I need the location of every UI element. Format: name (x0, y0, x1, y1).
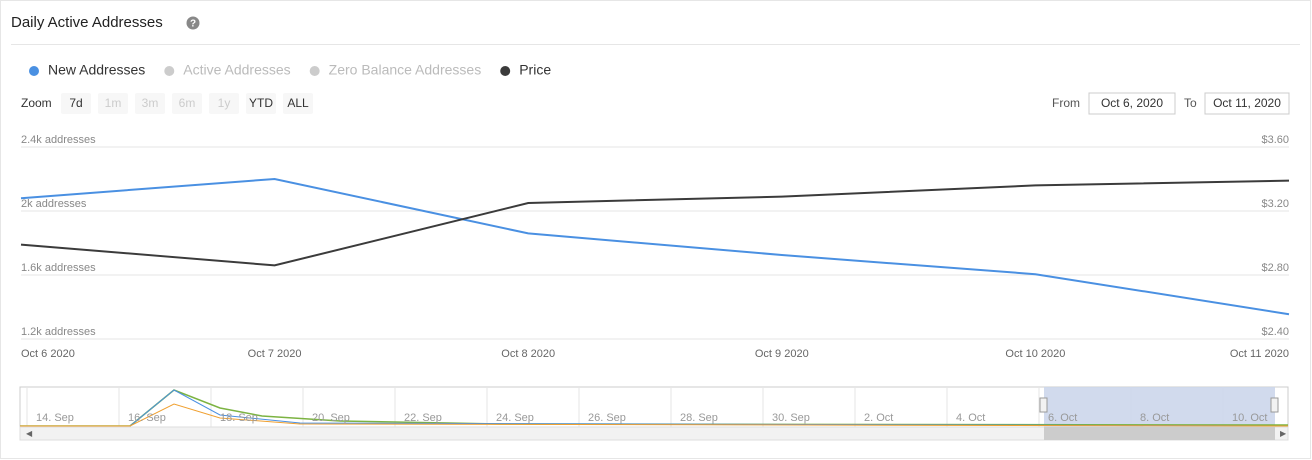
zoom-button-label[interactable]: 6m (179, 96, 196, 110)
navigator-label: 22. Sep (404, 412, 442, 424)
zoom-button[interactable] (283, 93, 313, 114)
x-tick-label: Oct 9 2020 (755, 348, 809, 360)
y-tick-label: 2.4k addresses (21, 134, 96, 146)
zoom-button-label[interactable]: 1y (218, 96, 231, 110)
from-label: From (1052, 96, 1080, 110)
zoom-label: Zoom (21, 96, 52, 110)
from-input[interactable] (1088, 92, 1176, 115)
series-line (20, 177, 1290, 316)
navigator-label: 2. Oct (864, 412, 893, 424)
scroll-right[interactable]: ▶ (1280, 429, 1287, 438)
legend-marker[interactable] (164, 66, 175, 76)
zoom-button[interactable] (98, 93, 128, 114)
to-input[interactable] (1204, 92, 1290, 115)
from-value[interactable]: Oct 6, 2020 (1101, 96, 1163, 110)
navigator-label: 6. Oct (1048, 412, 1077, 424)
legend-marker[interactable] (309, 66, 320, 76)
zoom-button-label[interactable]: 3m (142, 96, 159, 110)
legend-label[interactable]: Active Addresses (183, 62, 290, 78)
to-value[interactable]: Oct 11, 2020 (1213, 96, 1281, 110)
series-line (20, 179, 1290, 267)
y-tick-label: 1.2k addresses (21, 326, 96, 338)
navigator-label: 4. Oct (956, 412, 985, 424)
to-label: To (1184, 96, 1197, 110)
zoom-button[interactable] (135, 93, 165, 114)
y2-tick-label: $3.60 (1261, 134, 1289, 146)
navigator-label: 10. Oct (1232, 412, 1267, 424)
navigator-label: 8. Oct (1140, 412, 1169, 424)
navigator-label: 24. Sep (496, 412, 534, 424)
navigator-label: 20. Sep (312, 412, 350, 424)
y-tick-label: 1.6k addresses (21, 262, 96, 274)
legend-marker[interactable] (29, 66, 39, 76)
y2-tick-label: $2.80 (1261, 262, 1289, 274)
navigator-label: 26. Sep (588, 412, 626, 424)
scroll-left[interactable]: ◀ (26, 429, 33, 438)
zoom-button-label[interactable]: YTD (249, 96, 273, 110)
navigator-handle[interactable] (1270, 397, 1279, 413)
zoom-button[interactable] (209, 93, 239, 114)
navigator-label: 14. Sep (36, 412, 74, 424)
legend-label[interactable]: New Addresses (48, 62, 145, 78)
scrollbar-thumb[interactable] (1044, 427, 1275, 440)
zoom-button[interactable] (61, 93, 91, 114)
zoom-button[interactable] (246, 93, 276, 114)
x-tick-label: Oct 6 2020 (21, 348, 75, 360)
y2-tick-label: $2.40 (1261, 326, 1289, 338)
x-tick-label: Oct 8 2020 (501, 348, 555, 360)
scrollbar-track[interactable] (19, 426, 1289, 441)
navigator: ◀ ▶ (19, 386, 1289, 441)
x-tick-label: Oct 10 2020 (1005, 348, 1065, 360)
zoom-button-label[interactable]: ALL (287, 96, 309, 110)
chart-title: Daily Active Addresses (11, 14, 163, 31)
navigator-mask[interactable] (1044, 387, 1275, 427)
zoom-button-label[interactable]: 1m (105, 96, 122, 110)
navigator-line (20, 403, 1289, 427)
legend-label[interactable]: Zero Balance Addresses (329, 62, 482, 78)
navigator-label: 30. Sep (772, 412, 810, 424)
help-mark: ? (190, 19, 196, 30)
zoom-button[interactable] (172, 93, 202, 114)
help-icon[interactable] (186, 16, 200, 30)
legend-label[interactable]: Price (519, 62, 551, 78)
legend-marker[interactable] (500, 66, 511, 76)
navigator-handle[interactable] (1039, 397, 1048, 413)
zoom-button-label[interactable]: 7d (69, 96, 82, 110)
y2-tick-label: $3.20 (1261, 198, 1289, 210)
y-tick-label: 2k addresses (21, 198, 87, 210)
navigator-label: 28. Sep (680, 412, 718, 424)
navigator-label: 18. Sep (220, 412, 258, 424)
navigator-label: 16. Sep (128, 412, 166, 424)
x-tick-label: Oct 7 2020 (248, 348, 302, 360)
x-tick-label: Oct 11 2020 (1230, 348, 1289, 360)
